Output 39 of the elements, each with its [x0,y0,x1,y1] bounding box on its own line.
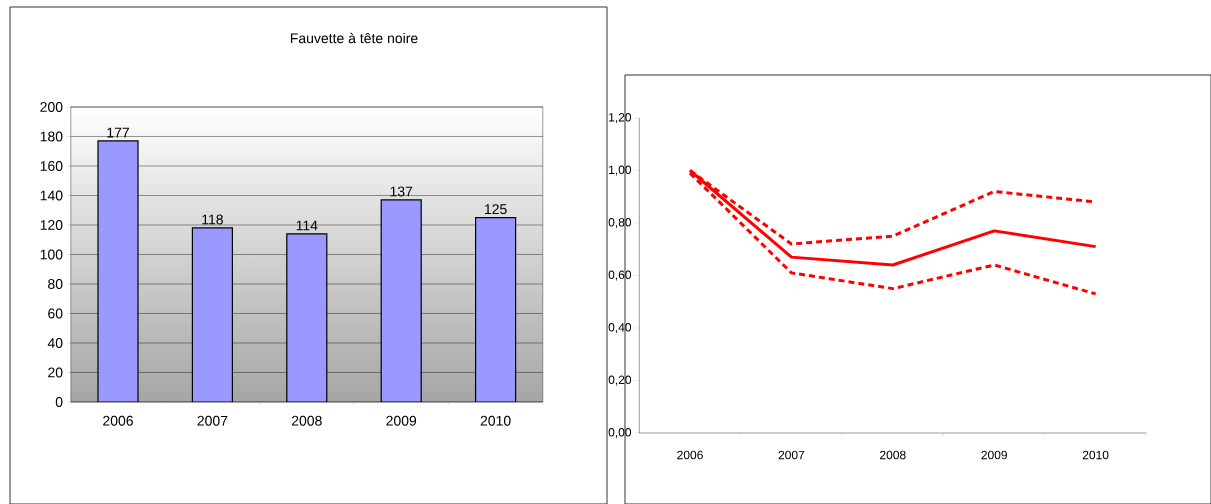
x-tick-label: 2008 [291,415,322,426]
data-label: 137 [390,186,413,197]
bar [475,217,517,402]
y-tick-label: 40 [47,338,63,348]
x-tick-label: 2009 [386,415,417,426]
x-tick-label: 2007 [197,415,228,426]
data-label: 118 [202,214,223,225]
x-tick-label: 2007 [778,450,805,460]
y-tick-label: 160 [40,161,63,171]
data-label: 177 [107,127,129,138]
bar [97,140,139,402]
y-tick-label: 100 [40,249,63,260]
y-tick-label: 0,20 [608,375,632,386]
bar [380,199,422,402]
bar [191,227,233,402]
x-tick-label: 2006 [677,450,703,460]
data-label: 114 [296,220,318,231]
y-tick-label: 1,20 [609,113,632,123]
x-tick-label: 2009 [981,450,1007,460]
bar [286,233,328,402]
y-tick-label: 20 [48,367,63,378]
y-tick-label: 120 [40,220,63,230]
y-tick-label: 0,60 [608,270,632,281]
x-tick-label: 2006 [103,415,133,426]
y-tick-label: 200 [40,102,63,112]
x-tick-label: 2010 [1082,450,1109,460]
chart-title: Fauvette à tête noire [290,32,418,44]
y-tick-label: 140 [40,190,63,201]
y-tick-label: 0,40 [608,323,632,333]
y-tick-label: 60 [48,308,63,319]
data-label: 125 [484,204,507,215]
y-tick-label: 80 [48,279,63,289]
y-tick-label: 0,00 [608,428,632,438]
x-tick-label: 2008 [880,450,906,460]
x-tick-label: 2010 [480,415,511,426]
y-tick-label: 1,00 [609,165,632,176]
y-tick-label: 0 [55,397,63,407]
y-tick-label: 0,80 [608,218,632,228]
y-tick-label: 180 [40,131,63,142]
